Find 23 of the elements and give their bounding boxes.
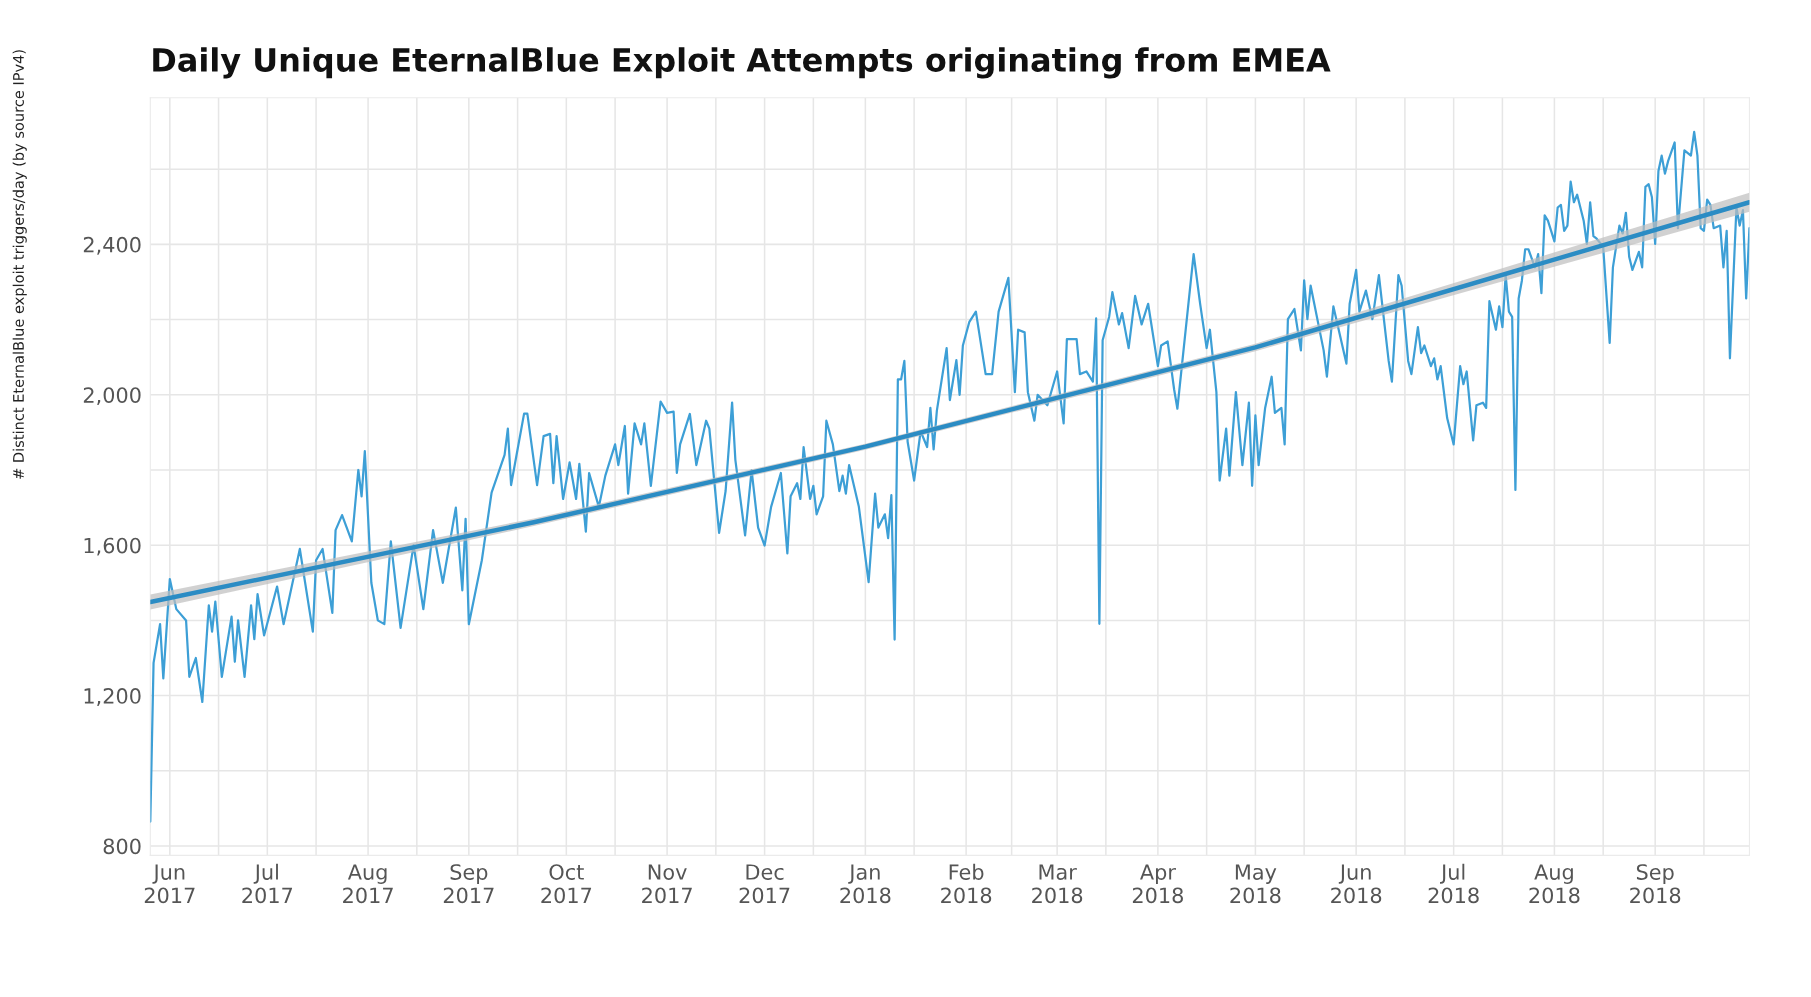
x-tick-label: Nov 2017 — [642, 864, 692, 904]
x-tick-label: Jun 2018 — [1331, 864, 1382, 904]
x-tick-label: Jan 2018 — [840, 864, 891, 904]
y-tick-label: 800 — [103, 838, 141, 855]
x-tick-label: Oct 2017 — [541, 864, 592, 904]
y-tick-label: 1,200 — [84, 688, 141, 706]
y-tick-label: 1,600 — [84, 537, 141, 556]
x-tick-label: Mar 2018 — [1032, 864, 1083, 904]
chart-title: Daily Unique EternalBlue Exploit Attempts originating from EMEA — [153, 47, 1331, 79]
x-tick-label: May 2018 — [1230, 864, 1281, 904]
x-tick-label: Aug 2017 — [343, 864, 393, 904]
x-tick-label: Dec 2017 — [739, 864, 790, 904]
x-tick-label: Apr 2018 — [1132, 864, 1183, 904]
x-tick-label: Jul 2018 — [1428, 863, 1479, 904]
x-tick-label: Feb 2018 — [941, 863, 992, 904]
y-axis-title: # Distinct EternalBlue exploit triggers/day (by source IPv4) — [12, 50, 27, 479]
y-tick-label: 2,400 — [83, 236, 141, 255]
x-tick-label: Sep 2018 — [1630, 864, 1681, 904]
x-tick-label: Jul 2017 — [242, 863, 293, 904]
x-tick-label: Jun 2017 — [144, 864, 195, 904]
x-tick-label: Aug 2018 — [1529, 864, 1580, 904]
x-tick-label: Sep 2017 — [443, 864, 494, 904]
y-tick-label: 2,000 — [83, 387, 141, 406]
